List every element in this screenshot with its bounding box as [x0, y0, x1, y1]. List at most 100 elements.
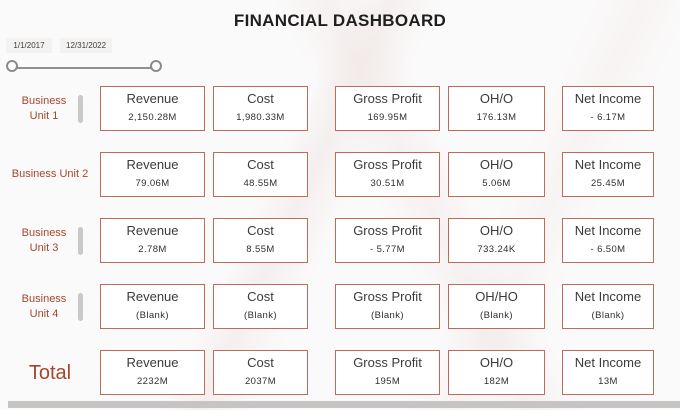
kpi-card-value: - 5.77M: [369, 244, 405, 255]
kpi-card-value: - 6.17M: [590, 112, 626, 123]
kpi-card-title: Net Income: [574, 355, 642, 370]
kpi-card-value: 176.13M: [476, 112, 517, 123]
kpi-card-title: Revenue: [126, 355, 179, 370]
kpi-card-cost[interactable]: Cost 48.55M: [213, 152, 308, 197]
kpi-rows: Business Unit 1 Revenue 2,150.28M Cost 1…: [0, 85, 654, 410]
kpi-card-net-income[interactable]: Net Income 13M: [562, 350, 654, 395]
kpi-card-value: 25.45M: [590, 178, 626, 189]
kpi-card-cost[interactable]: Cost 8.55M: [213, 218, 308, 263]
kpi-card-value: 30.51M: [370, 178, 405, 189]
kpi-card-title: Revenue: [126, 157, 179, 172]
kpi-card-value: (Blank): [136, 310, 169, 321]
kpi-card-title: Net Income: [574, 157, 642, 172]
kpi-card-title: Revenue: [126, 91, 179, 106]
kpi-card-title: Net Income: [574, 223, 642, 238]
row-label: Business Unit 3: [21, 227, 67, 254]
row-label: Total: [28, 361, 72, 384]
kpi-card-gross-profit[interactable]: Gross Profit 195M: [335, 350, 440, 395]
date-range-slicer: 1/1/2017 12/31/2022: [6, 38, 168, 77]
row-business-unit-4: Business Unit 4 Revenue (Blank) Cost (Bl…: [0, 283, 654, 330]
kpi-card-value: 2.78M: [138, 244, 167, 255]
kpi-card-value: 2232M: [136, 376, 169, 387]
kpi-card-title: Revenue: [126, 289, 179, 304]
kpi-card-value: (Blank): [371, 310, 404, 321]
row-label-cell: Business Unit 3: [0, 226, 100, 255]
row-label: Business Unit 1: [21, 95, 67, 122]
label-scrollbar-thumb: [78, 94, 83, 123]
kpi-card-title: Revenue: [126, 223, 179, 238]
kpi-card-value: (Blank): [591, 310, 625, 321]
kpi-card-title: OH/O: [479, 157, 514, 172]
horizontal-scrollbar[interactable]: [8, 401, 680, 408]
kpi-card-cost[interactable]: Cost (Blank): [213, 284, 308, 329]
kpi-card-title: OH/O: [479, 91, 514, 106]
kpi-card-value: 182M: [483, 376, 510, 387]
kpi-card-title: OH/HO: [475, 289, 518, 304]
kpi-card-title: Cost: [247, 157, 274, 172]
kpi-card-oho[interactable]: OH/O 176.13M: [448, 86, 545, 131]
row-label: Business Unit 4: [21, 293, 67, 320]
kpi-card-value: 2037M: [244, 376, 277, 387]
kpi-card-net-income[interactable]: Net Income 25.45M: [562, 152, 654, 197]
kpi-card-net-income[interactable]: Net Income - 6.17M: [562, 86, 654, 131]
kpi-card-value: 79.06M: [135, 178, 170, 189]
kpi-card-revenue[interactable]: Revenue 2232M: [100, 350, 205, 395]
kpi-card-title: Gross Profit: [353, 223, 422, 238]
row-label-cell: Business Unit 2: [0, 167, 100, 181]
kpi-card-title: Cost: [247, 355, 274, 370]
kpi-card-value: 2,150.28M: [128, 112, 177, 123]
slider-handle-left-icon[interactable]: [6, 60, 18, 72]
kpi-card-value: 169.95M: [367, 112, 408, 123]
kpi-card-gross-profit[interactable]: Gross Profit 30.51M: [335, 152, 440, 197]
label-scrollbar-thumb: [78, 226, 83, 255]
kpi-card-net-income[interactable]: Net Income - 6.50M: [562, 218, 654, 263]
kpi-card-value: 733.24K: [477, 244, 516, 255]
kpi-card-value: 13M: [598, 376, 618, 387]
row-label-cell: Business Unit 4: [0, 292, 100, 321]
kpi-card-title: Gross Profit: [353, 91, 422, 106]
slider-track[interactable]: [13, 67, 153, 69]
kpi-card-oho[interactable]: OH/O 733.24K: [448, 218, 545, 263]
kpi-card-revenue[interactable]: Revenue 79.06M: [100, 152, 205, 197]
kpi-card-gross-profit[interactable]: Gross Profit 169.95M: [335, 86, 440, 131]
kpi-card-title: Gross Profit: [353, 355, 422, 370]
kpi-card-revenue[interactable]: Revenue 2,150.28M: [100, 86, 205, 131]
kpi-card-value: - 6.50M: [590, 244, 626, 255]
kpi-card-oho[interactable]: OH/O 5.06M: [448, 152, 545, 197]
row-label-cell: Business Unit 1: [0, 94, 100, 123]
slider-handle-right-icon[interactable]: [150, 60, 162, 72]
kpi-card-title: OH/O: [479, 223, 514, 238]
kpi-card-title: Net Income: [574, 91, 642, 106]
kpi-card-gross-profit[interactable]: Gross Profit (Blank): [335, 284, 440, 329]
row-business-unit-1: Business Unit 1 Revenue 2,150.28M Cost 1…: [0, 85, 654, 132]
kpi-card-title: Cost: [247, 289, 274, 304]
kpi-card-title: Net Income: [574, 289, 642, 304]
kpi-card-revenue[interactable]: Revenue 2.78M: [100, 218, 205, 263]
row-label-cell: Total: [0, 360, 100, 386]
kpi-card-title: Gross Profit: [353, 289, 422, 304]
kpi-card-cost[interactable]: Cost 1,980.33M: [213, 86, 308, 131]
kpi-card-title: Cost: [247, 223, 274, 238]
kpi-card-revenue[interactable]: Revenue (Blank): [100, 284, 205, 329]
kpi-card-value: 1,980.33M: [236, 112, 285, 123]
kpi-card-title: Gross Profit: [353, 157, 422, 172]
label-scrollbar-thumb: [78, 292, 83, 321]
kpi-card-value: 8.55M: [246, 244, 275, 255]
start-date-input[interactable]: 1/1/2017: [6, 38, 52, 53]
row-business-unit-3: Business Unit 3 Revenue 2.78M Cost 8.55M…: [0, 217, 654, 264]
kpi-card-cost[interactable]: Cost 2037M: [213, 350, 308, 395]
kpi-card-value: (Blank): [244, 310, 277, 321]
kpi-card-gross-profit[interactable]: Gross Profit - 5.77M: [335, 218, 440, 263]
kpi-card-value: 5.06M: [482, 178, 511, 189]
kpi-card-ohho[interactable]: OH/HO (Blank): [448, 284, 545, 329]
kpi-card-net-income[interactable]: Net Income (Blank): [562, 284, 654, 329]
kpi-card-value: 195M: [374, 376, 401, 387]
kpi-card-title: OH/O: [479, 355, 514, 370]
row-total: Total Revenue 2232M Cost 2037M Gross Pro…: [0, 349, 654, 396]
end-date-input[interactable]: 12/31/2022: [60, 38, 113, 53]
kpi-card-oho[interactable]: OH/O 182M: [448, 350, 545, 395]
row-label: Business Unit 2: [11, 168, 89, 181]
kpi-card-value: (Blank): [480, 310, 513, 321]
date-range-slider: [6, 59, 168, 77]
